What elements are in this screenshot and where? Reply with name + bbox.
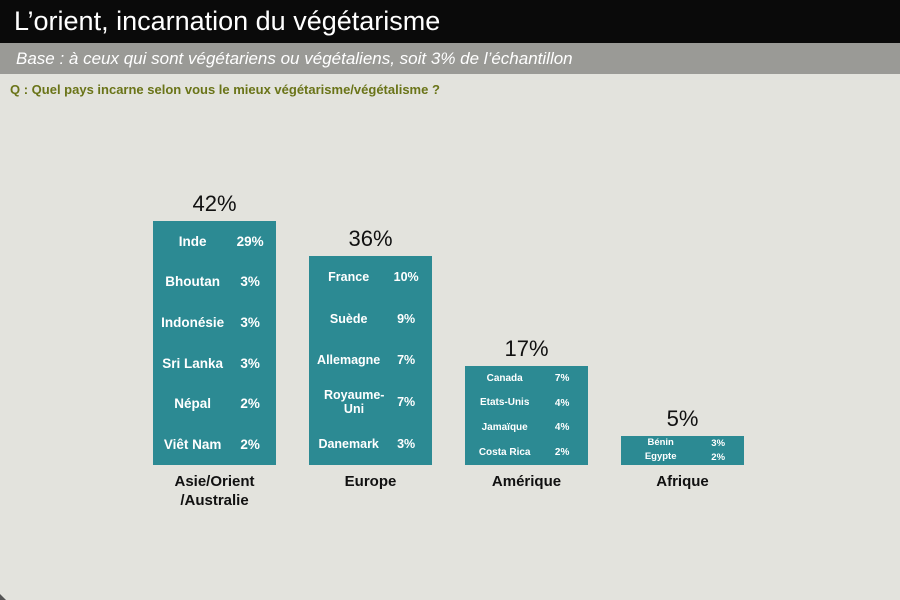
bar-total-label: 17%: [504, 336, 549, 361]
country-name: Costa Rica: [478, 446, 531, 458]
breakdown-row: Viêt Nam 2%: [153, 424, 276, 465]
country-name: Danemark: [318, 436, 379, 451]
country-value: 2%: [711, 452, 726, 464]
category-label: Amérique: [491, 473, 562, 490]
country-value: 29%: [236, 233, 264, 249]
country-value: 7%: [397, 353, 416, 368]
country-value: 4%: [554, 397, 570, 409]
bar-total-label: 36%: [348, 226, 393, 251]
country-name: Egypte: [644, 451, 677, 463]
country-name: Royaume-Uni: [324, 387, 385, 417]
country-value: 4%: [554, 422, 570, 434]
bar-1: [309, 256, 432, 465]
breakdown-row: Suède 9%: [309, 298, 432, 340]
country-value: 3%: [397, 437, 416, 452]
breakdown-row: Danemark 3%: [309, 423, 432, 465]
breakdown-row: Canada 7%: [465, 366, 588, 391]
country-name: Indonésie: [161, 314, 225, 330]
country-name: Népal: [174, 396, 212, 412]
country-name: Viêt Nam: [163, 436, 222, 452]
breakdown-row: Sri Lanka 3%: [153, 343, 276, 384]
country-value: 2%: [554, 447, 570, 459]
country-name: Sri Lanka: [162, 355, 224, 371]
breakdown-row: Bénin 3%: [621, 436, 744, 451]
survey-question: Q : Quel pays incarne selon vous le mieu…: [10, 82, 440, 97]
breakdown-row: Indonésie 3%: [153, 302, 276, 343]
breakdown-row: Costa Rica 2%: [465, 440, 588, 465]
country-value: 3%: [240, 355, 260, 371]
country-name: Bhoutan: [165, 274, 221, 290]
country-name: France: [328, 269, 370, 284]
bar-2: [465, 366, 588, 465]
country-value: 3%: [240, 315, 260, 331]
country-value: 3%: [240, 274, 260, 290]
breakdown-row: Inde 29%: [153, 221, 276, 262]
country-value: 2%: [240, 437, 260, 453]
country-value: 10%: [393, 269, 419, 284]
category-label: Afrique: [656, 473, 709, 490]
breakdown-row: Jamaïque 4%: [465, 416, 588, 441]
bar-total-label: 5%: [666, 406, 699, 431]
country-name: Etats-Unis: [479, 397, 530, 409]
page-title: L’orient, incarnation du végétarisme: [0, 0, 900, 43]
country-name: Allemagne: [317, 353, 381, 368]
category-label: Europe: [344, 473, 397, 490]
country-name: Canada: [486, 372, 523, 384]
country-value: 7%: [397, 395, 416, 410]
breakdown-row: Bhoutan 3%: [153, 262, 276, 303]
country-name: Jamaïque: [481, 422, 528, 434]
country-value: 2%: [240, 396, 260, 412]
bar-3: [621, 436, 744, 465]
bar-total-label: 42%: [192, 191, 237, 216]
country-value: 9%: [397, 311, 416, 326]
breakdown-row: France 10%: [309, 256, 432, 298]
breakdown-row: Egypte 2%: [621, 451, 744, 466]
country-value: 3%: [711, 437, 726, 449]
page-subtitle: Base : à ceux qui sont végétariens ou vé…: [0, 43, 900, 74]
breakdown-row: Etats-Unis 4%: [465, 391, 588, 416]
category-label: Asie/Orient /Australie: [174, 473, 255, 509]
breakdown-row: Népal 2%: [153, 384, 276, 425]
country-name: Inde: [178, 233, 207, 249]
breakdown-row: Allemagne 7%: [309, 340, 432, 382]
breakdown-row: Royaume-Uni 7%: [309, 381, 432, 423]
country-value: 7%: [554, 372, 570, 384]
country-name: Bénin: [647, 436, 674, 448]
corner-mark: [0, 594, 6, 600]
country-name: Suède: [329, 311, 368, 326]
bar-0: [153, 221, 276, 465]
